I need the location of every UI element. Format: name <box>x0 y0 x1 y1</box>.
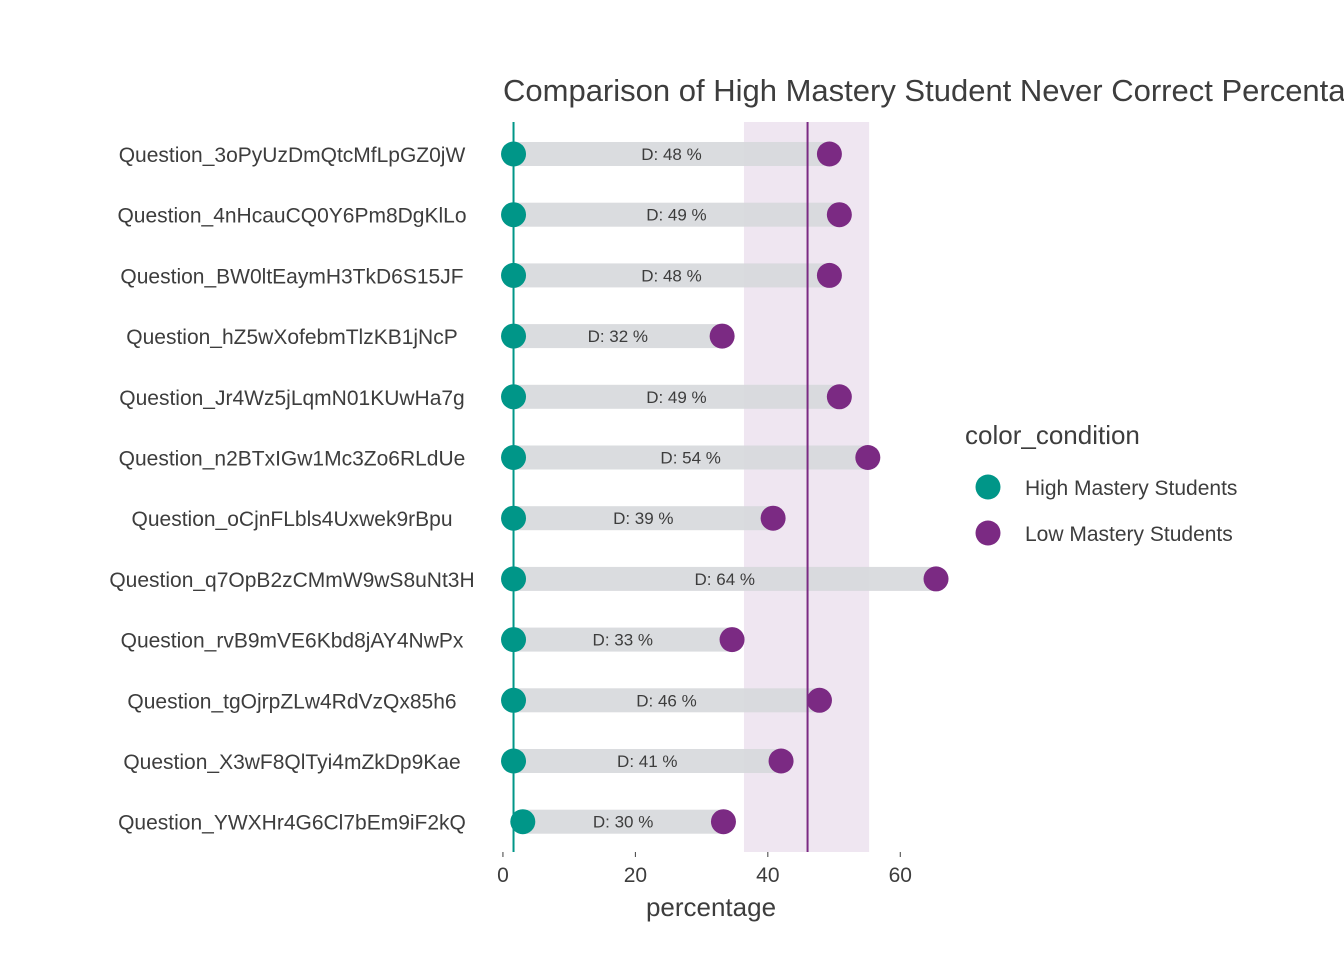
connector-bar <box>522 809 724 834</box>
high-mastery-point <box>501 687 527 713</box>
low-mastery-point <box>710 809 736 835</box>
connector-bar <box>513 688 820 713</box>
legend-label: Low Mastery Students <box>1025 523 1233 546</box>
legend-key-high <box>975 474 1001 500</box>
difference-label: D: 46 % <box>636 691 696 710</box>
connector-bar <box>513 749 782 773</box>
low-mastery-point <box>923 566 949 592</box>
connector-bar <box>513 202 840 227</box>
legend-label: High Mastery Students <box>1025 477 1237 500</box>
difference-label: D: 49 % <box>646 388 706 407</box>
connector-bar <box>513 142 830 166</box>
low-mastery-point <box>826 202 852 228</box>
category-label: Question_tgOjrpZLw4RdVzQx85h6 <box>127 690 456 713</box>
legend-key-low <box>975 520 1001 546</box>
difference-label: D: 30 % <box>593 813 653 832</box>
plot-area: D: 48 % D: 49 % D: 48 % D: 32 % D: 49 % D: 54… <box>501 122 949 852</box>
difference-label: D: 33 % <box>593 631 653 650</box>
connector-bar <box>513 566 937 591</box>
category-label: Question_Jr4Wz5jLqmN01KUwHa7g <box>119 387 465 410</box>
legend-title: color_condition <box>965 420 1140 450</box>
low-mastery-point <box>719 627 745 653</box>
high-mastery-point <box>501 323 527 349</box>
category-labels: Question_3oPyUzDmQtcMfLpGZ0jW Question_4n… <box>109 144 474 835</box>
category-label: Question_X3wF8QlTyi4mZkDp9Kae <box>123 751 460 774</box>
x-tick-label: 0 <box>497 864 509 887</box>
category-label: Question_n2BTxIGw1Mc3Zo6RLdUe <box>119 448 466 471</box>
low-mastery-point <box>816 141 842 167</box>
connector-bar <box>513 263 830 288</box>
x-axis: 0 20 40 60 <box>497 852 912 887</box>
category-label: Question_hZ5wXofebmTlzKB1jNcP <box>126 326 457 349</box>
high-mastery-point <box>510 809 536 835</box>
category-label: Question_4nHcauCQ0Y6Pm8DgKlLo <box>117 205 466 228</box>
difference-label: D: 48 % <box>641 145 701 164</box>
category-label: Question_3oPyUzDmQtcMfLpGZ0jW <box>119 144 466 167</box>
high-mastery-point <box>501 627 527 653</box>
legend: color_condition High Mastery Students Low… <box>965 420 1237 546</box>
x-tick-label: 20 <box>624 864 647 887</box>
difference-label: D: 32 % <box>588 327 648 346</box>
difference-label: D: 49 % <box>646 206 706 225</box>
high-mastery-point <box>501 202 527 228</box>
high-mastery-point <box>501 384 527 410</box>
difference-label: D: 64 % <box>695 570 755 589</box>
difference-label: D: 39 % <box>613 509 673 528</box>
high-mastery-point <box>501 141 527 167</box>
category-label: Question_oCjnFLbls4Uxwek9rBpu <box>132 508 453 531</box>
connector-bar <box>513 324 723 349</box>
difference-label: D: 41 % <box>617 752 677 771</box>
chart-title: Comparison of High Mastery Student Never… <box>503 73 1344 108</box>
x-tick-label: 60 <box>889 864 912 887</box>
high-mastery-point <box>501 566 527 592</box>
difference-label: D: 48 % <box>641 266 701 285</box>
low-mastery-point <box>806 687 832 713</box>
x-axis-title: percentage <box>646 892 776 922</box>
high-mastery-point <box>501 445 527 470</box>
high-mastery-point <box>501 505 527 531</box>
connector-bar <box>513 506 774 531</box>
low-mastery-point <box>768 748 794 774</box>
difference-label: D: 54 % <box>660 449 720 468</box>
category-label: Question_BW0ltEaymH3TkD6S15JF <box>120 265 463 288</box>
high-mastery-point <box>501 262 527 288</box>
high-mastery-point <box>501 748 527 774</box>
x-tick-label: 40 <box>756 864 779 887</box>
connector-bar <box>513 627 733 652</box>
low-mastery-point <box>826 384 852 410</box>
category-label: Question_q7OpB2zCMmW9wS8uNt3H <box>109 569 474 592</box>
low-mastery-point <box>816 262 842 288</box>
low-mastery-point <box>709 323 735 349</box>
low-mastery-point <box>760 505 786 531</box>
category-label: Question_YWXHr4G6Cl7bEm9iF2kQ <box>118 812 466 835</box>
connector-bar <box>513 384 840 409</box>
connector-bar <box>513 445 868 470</box>
category-label: Question_rvB9mVE6Kbd8jAY4NwPx <box>121 630 464 653</box>
low-mastery-point <box>855 445 881 470</box>
